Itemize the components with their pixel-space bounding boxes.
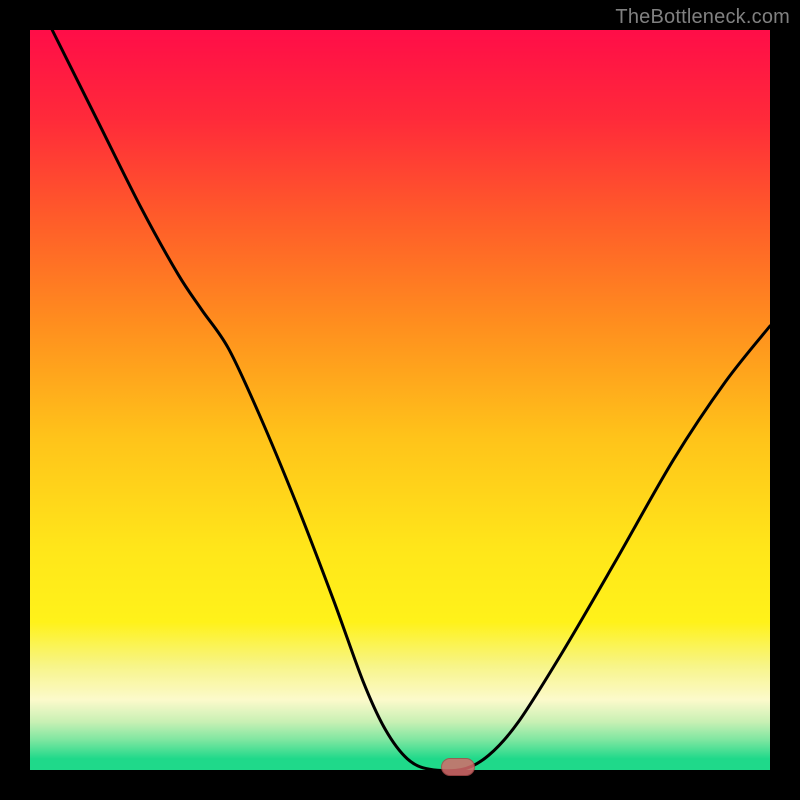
optimal-point-marker bbox=[441, 758, 475, 776]
chart-container: TheBottleneck.com bbox=[0, 0, 800, 800]
watermark-text: TheBottleneck.com bbox=[615, 6, 790, 29]
chart-svg bbox=[0, 0, 800, 800]
